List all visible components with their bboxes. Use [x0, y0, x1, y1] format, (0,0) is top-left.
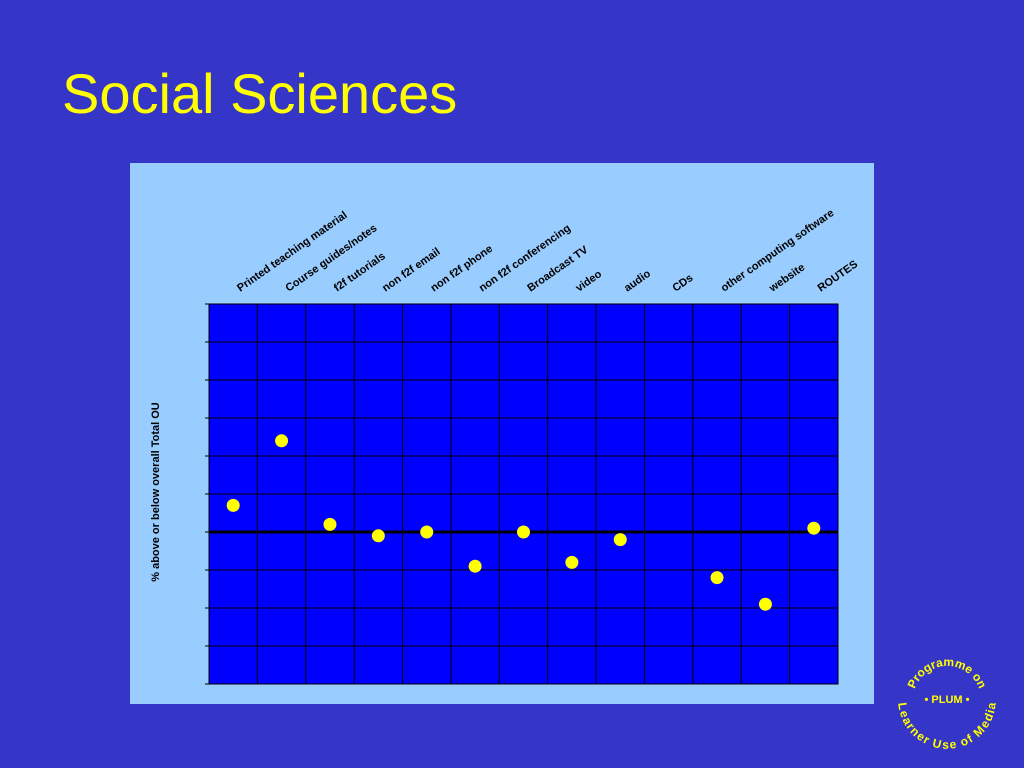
point: [226, 498, 240, 512]
logo-bottom: Learner Use of Media: [895, 701, 999, 752]
logo-top-text: Programme on: [905, 655, 990, 691]
logo-bottom-text: Learner Use of Media: [895, 701, 999, 752]
point: [565, 555, 579, 569]
point: [758, 597, 772, 611]
logo-top: Programme on: [905, 655, 990, 691]
point: [468, 559, 482, 573]
point: [807, 521, 821, 535]
point: [323, 517, 337, 531]
slide-title: Social Sciences: [62, 62, 457, 125]
point: [613, 533, 627, 547]
point: [517, 525, 530, 539]
point: [710, 571, 724, 585]
point: [275, 434, 289, 448]
logo-middle: • PLUM •: [925, 694, 970, 706]
point: [371, 529, 385, 543]
y-axis-label: % above or below overall Total OU: [150, 402, 162, 582]
point: [420, 525, 434, 539]
logo: Programme on • PLUM • Learner Use of Med…: [895, 655, 999, 752]
